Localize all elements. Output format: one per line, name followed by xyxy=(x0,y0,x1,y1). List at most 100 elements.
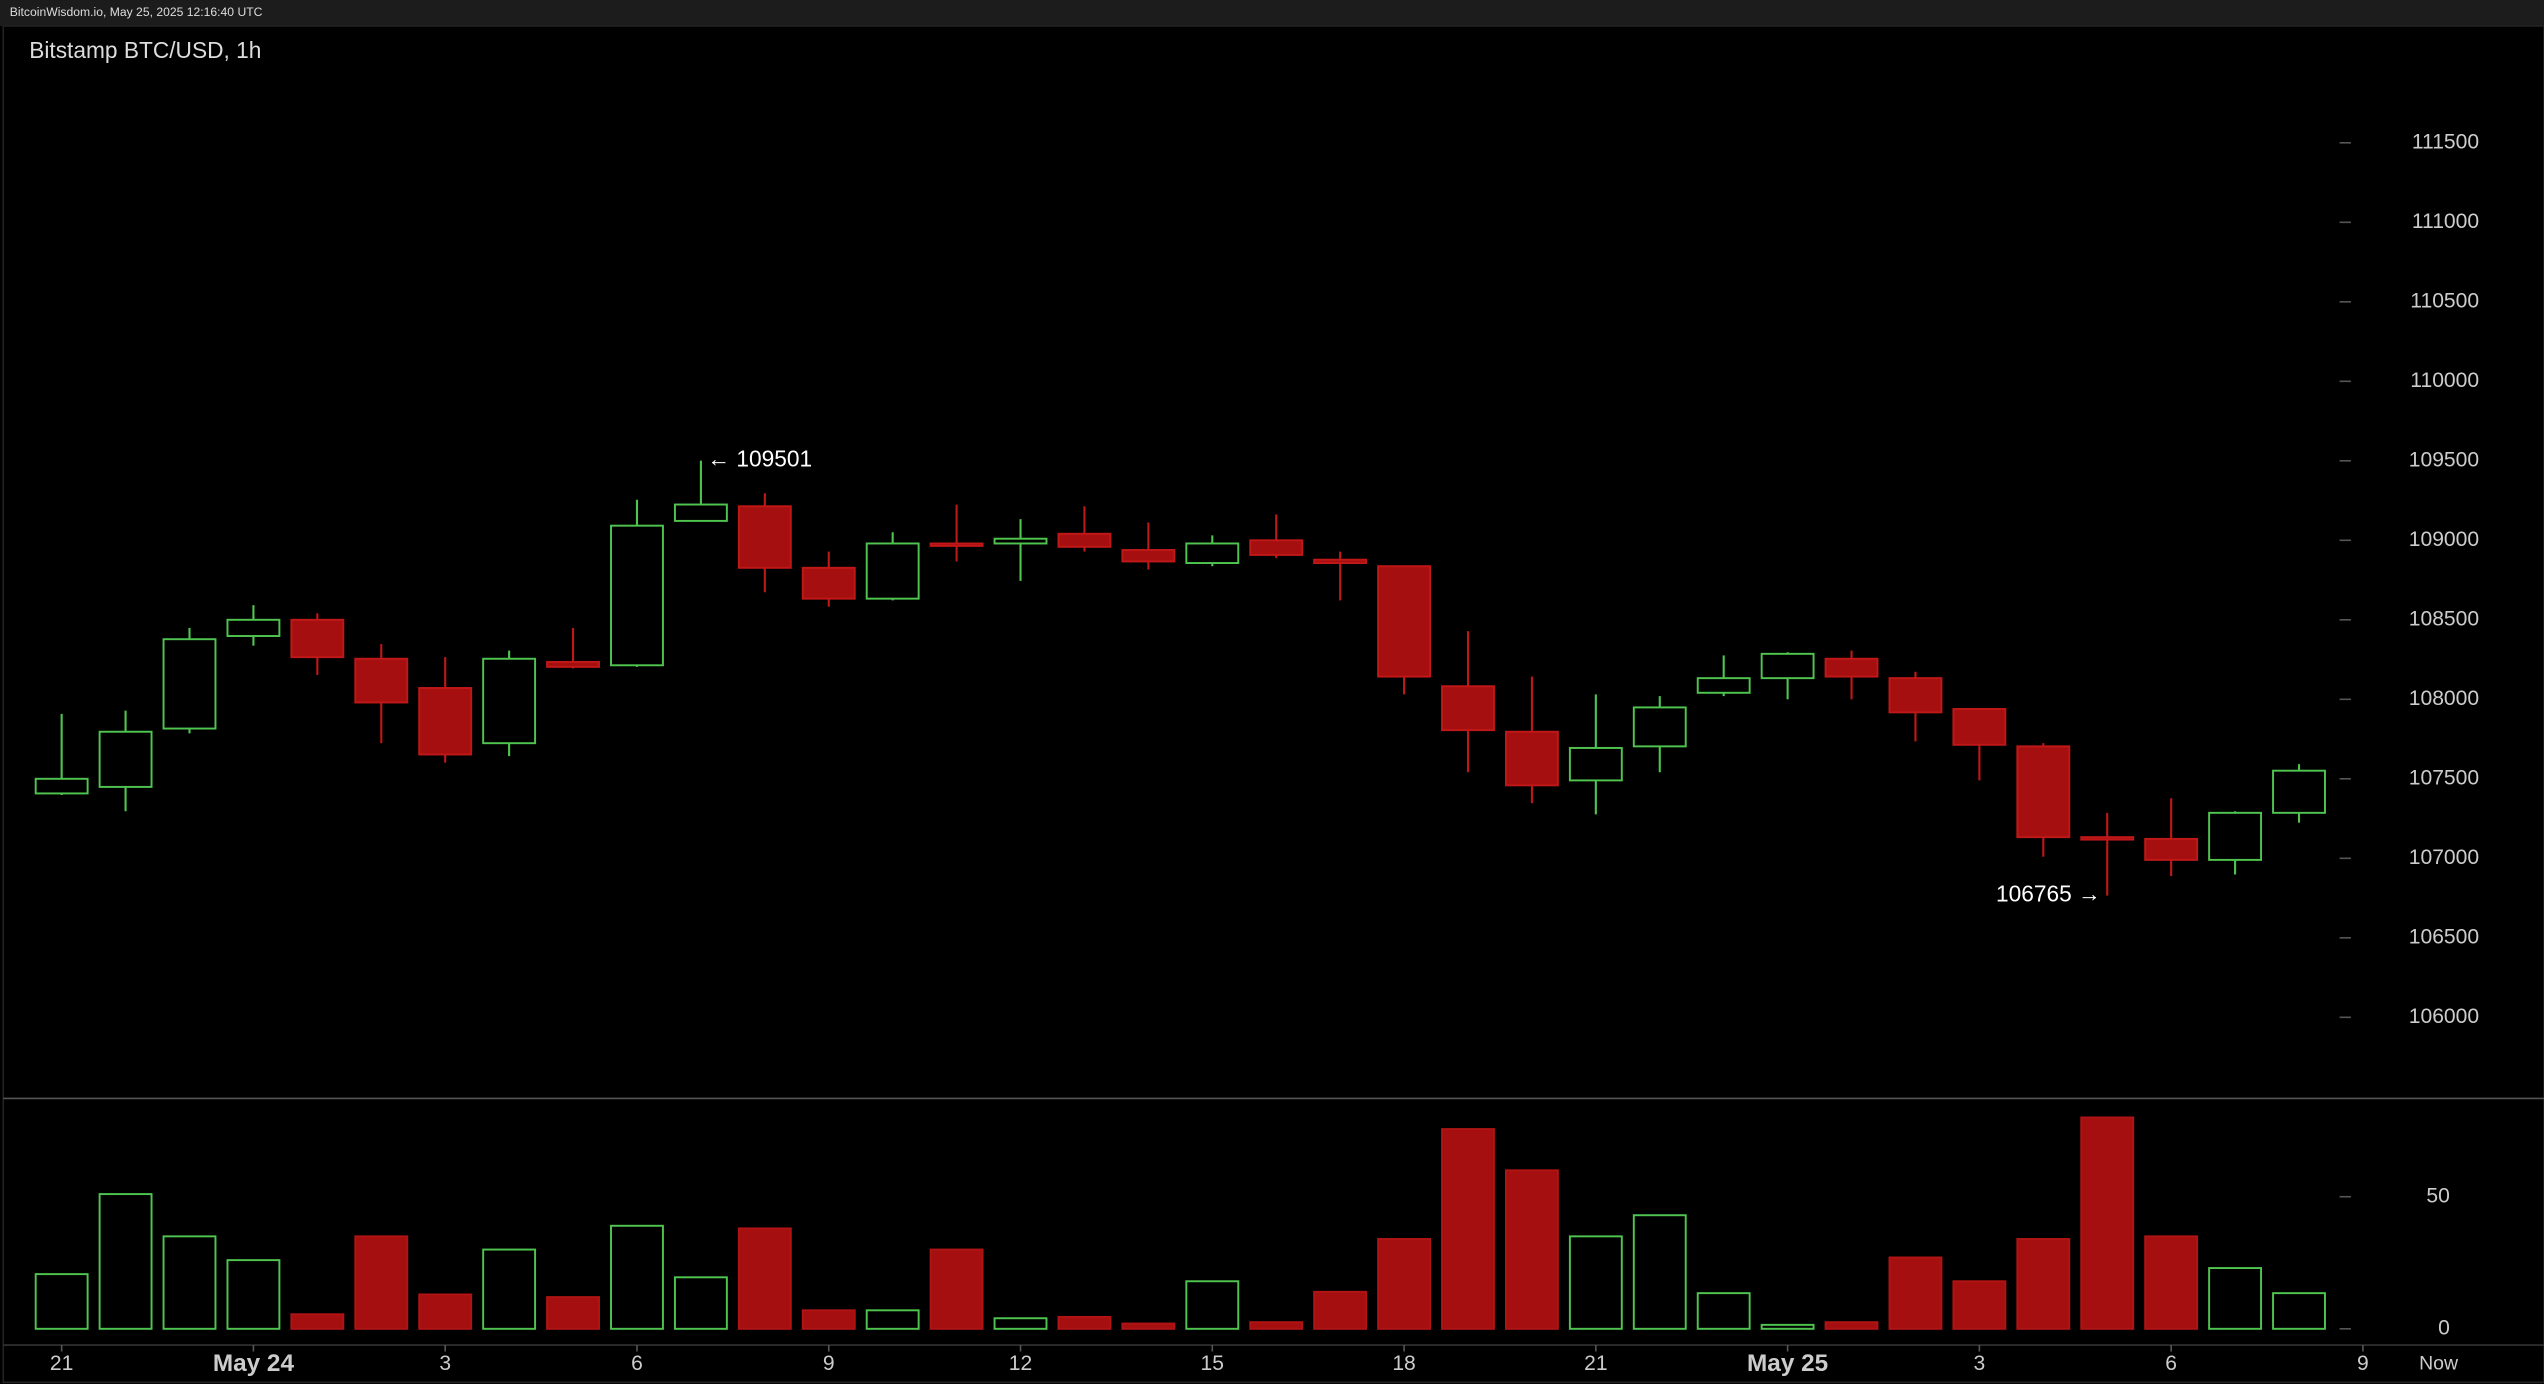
x-tick-label: 21 xyxy=(1584,1352,1607,1375)
volume-bar xyxy=(1568,1235,1623,1330)
candle-body xyxy=(1185,542,1240,565)
candle-body xyxy=(1121,549,1176,563)
volume-bar xyxy=(610,1224,664,1330)
candle-body xyxy=(2080,836,2135,841)
volume-bar xyxy=(1888,1256,1943,1330)
volume-bar xyxy=(1057,1315,1112,1330)
candle-body xyxy=(1441,685,1495,732)
x-tick-label: 18 xyxy=(1392,1352,1415,1375)
candle-body xyxy=(34,777,89,795)
x-tick-label: 6 xyxy=(631,1352,643,1375)
y-tick-label: 108000 xyxy=(2409,687,2479,710)
volume-bar xyxy=(1185,1280,1240,1330)
volume-bar xyxy=(418,1293,473,1330)
volume-bar xyxy=(162,1235,217,1330)
y-tick-label: 110500 xyxy=(2410,289,2479,312)
candle-body xyxy=(226,618,281,637)
volume-bar xyxy=(993,1317,1048,1330)
x-tick-label: 3 xyxy=(1974,1352,1986,1375)
volume-bar xyxy=(1504,1169,1559,1330)
annotation: 106765 → xyxy=(1996,881,2101,907)
volume-bar xyxy=(737,1227,792,1330)
candle-body xyxy=(737,505,792,569)
x-tick-label: May 24 xyxy=(213,1350,295,1377)
candle-body xyxy=(1377,565,1432,678)
x-tick-label: 12 xyxy=(1009,1352,1032,1375)
candle-body xyxy=(354,657,409,704)
y-tick-label: 111500 xyxy=(2412,130,2479,153)
x-tick-label: 9 xyxy=(823,1352,835,1375)
candle-body xyxy=(1888,677,1943,714)
volume-bar xyxy=(2144,1235,2199,1330)
y-tick-label: 108500 xyxy=(2409,607,2479,630)
x-tick-label: 6 xyxy=(2165,1352,2177,1375)
now-label: Now xyxy=(2419,1353,2459,1375)
candle-body xyxy=(1313,558,1368,565)
candle-body xyxy=(1824,657,1879,678)
volume-bar xyxy=(673,1276,728,1330)
volume-bar xyxy=(354,1235,409,1330)
candle-body xyxy=(1760,652,1815,680)
volume-bar xyxy=(482,1248,537,1330)
volume-bar xyxy=(98,1193,153,1330)
y-tick-label: 106500 xyxy=(2409,925,2479,948)
volume-bar xyxy=(1377,1238,1432,1330)
candle-body xyxy=(865,542,920,600)
volume-bar xyxy=(929,1248,984,1330)
candle-body xyxy=(2016,745,2071,839)
volume-bar xyxy=(546,1296,600,1330)
chart-title: Bitstamp BTC/USD, 1h xyxy=(29,37,261,63)
volume-bar xyxy=(865,1309,920,1330)
volume-bar xyxy=(1824,1321,1879,1330)
y-tick-label: 110000 xyxy=(2410,369,2479,392)
volume-bar xyxy=(2016,1238,2071,1330)
volume-bar xyxy=(2208,1267,2263,1330)
candle-body xyxy=(1696,677,1751,694)
y-tick-label: 106000 xyxy=(2409,1005,2479,1028)
y-tick-label: 109000 xyxy=(2409,528,2479,551)
volume-bar xyxy=(1313,1290,1368,1330)
candle-body xyxy=(2208,811,2263,861)
annotation: ← 109501 xyxy=(707,446,812,472)
candle-body xyxy=(1057,532,1112,548)
volume-bar xyxy=(34,1273,89,1330)
header-bar xyxy=(0,0,2544,26)
header-text: BitcoinWisdom.io, May 25, 2025 12:16:40 … xyxy=(10,5,263,19)
candle-body xyxy=(673,503,728,522)
x-tick-label: 15 xyxy=(1201,1352,1224,1375)
volume-bar xyxy=(1441,1128,1495,1330)
candle-body xyxy=(2272,769,2326,814)
candle-body xyxy=(993,537,1048,545)
panel xyxy=(2,25,2544,1384)
volume-bar xyxy=(1760,1323,1815,1330)
candle-body xyxy=(610,524,664,667)
volume-tick-label: 50 xyxy=(2426,1184,2449,1207)
volume-bar xyxy=(1121,1322,1176,1330)
candle-body xyxy=(1249,539,1304,556)
candle-body xyxy=(418,687,473,756)
candle-body xyxy=(162,638,217,730)
volume-bar xyxy=(290,1313,345,1330)
candle-body xyxy=(2144,837,2199,861)
candle-body xyxy=(290,618,345,659)
volume-bar xyxy=(1632,1214,1687,1330)
candle-body xyxy=(546,660,600,668)
volume-bar xyxy=(226,1259,281,1330)
y-tick-label: 109500 xyxy=(2409,448,2479,471)
x-tick-label: 21 xyxy=(50,1352,73,1375)
candle-body xyxy=(1568,746,1623,782)
candle-body xyxy=(1632,706,1687,748)
y-tick-label: 107500 xyxy=(2409,766,2479,789)
candle-body xyxy=(482,657,537,745)
candle-body xyxy=(1952,708,2007,746)
y-tick-label: 111000 xyxy=(2412,210,2479,233)
x-tick-label: 9 xyxy=(2357,1352,2369,1375)
volume-bar xyxy=(1249,1321,1304,1330)
volume-bar xyxy=(2080,1116,2135,1330)
volume-bar xyxy=(1952,1280,2007,1330)
x-tick-label: May 25 xyxy=(1747,1350,1828,1377)
x-tick-label: 3 xyxy=(439,1352,451,1375)
volume-bar xyxy=(1696,1292,1751,1330)
